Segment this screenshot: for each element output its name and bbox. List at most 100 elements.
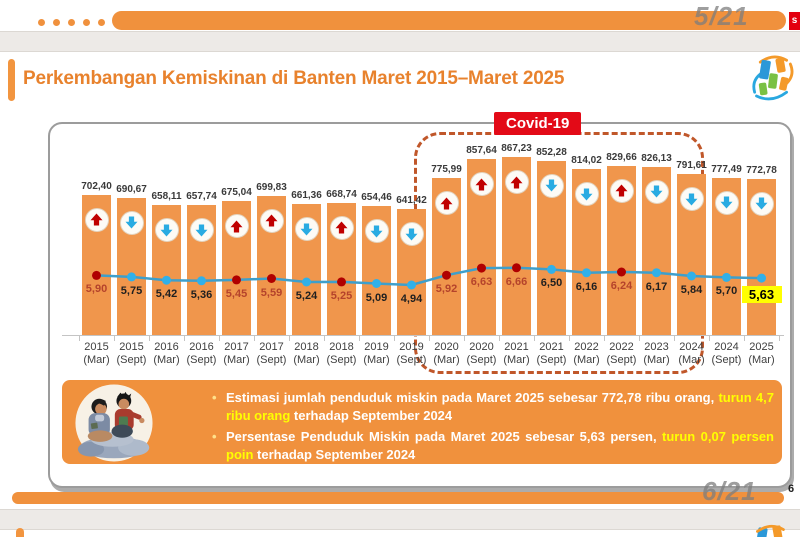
axis-tick	[113, 335, 115, 341]
percentage-label: 5,09	[365, 291, 388, 304]
arrow-down-icon	[714, 190, 739, 215]
dot-icon	[68, 19, 75, 26]
percentage-label: 5,92	[435, 283, 458, 296]
x-axis-label-2018-mar: 2018 (Mar)	[293, 341, 320, 366]
axis-tick	[603, 335, 605, 341]
percentage-label: 6,50	[540, 277, 563, 290]
bps-logo-icon	[752, 55, 794, 101]
bar-value-label: 641,42	[396, 195, 427, 206]
bar-value-label: 699,83	[256, 181, 287, 193]
bar-value-label: 657,74	[186, 191, 217, 203]
bar-value-label: 791,61	[676, 160, 707, 172]
bar-value-label: 675,04	[221, 187, 252, 199]
axis-tick	[638, 335, 640, 341]
arrow-up-icon	[469, 172, 494, 197]
axis-tick	[148, 335, 150, 341]
axis-tick	[463, 335, 465, 341]
axis-tick	[673, 335, 675, 341]
x-axis-label-2022-mar: 2022 (Mar)	[573, 341, 600, 366]
percentage-label: 5,90	[85, 283, 108, 296]
percentage-label: 6,66	[505, 275, 528, 288]
arrow-down-icon	[189, 218, 214, 243]
arrow-up-icon	[259, 208, 284, 233]
bar-value-label: 857,64	[466, 145, 497, 157]
dot-icon	[83, 19, 90, 26]
page-number-current: 6/21	[702, 476, 757, 506]
poverty-chart: 702,40 2015 (Mar) 690,67 2015 (Sept) 658,11 201…	[50, 124, 794, 490]
arrow-up-icon	[84, 207, 109, 232]
arrow-down-icon	[679, 187, 704, 212]
x-axis-label-2018-sept: 2018 (Sept)	[326, 341, 357, 366]
bar-value-label: 668,74	[326, 188, 357, 200]
axis-tick	[708, 335, 710, 341]
slide-dots	[38, 19, 105, 26]
axis-tick	[183, 335, 185, 341]
bar-value-label: 772,78	[746, 164, 777, 176]
x-axis-label-2017-mar: 2017 (Mar)	[223, 341, 250, 366]
x-axis-label-2024-sept: 2024 (Sept)	[711, 341, 742, 366]
percentage-label: 5,59	[260, 286, 283, 299]
bar-value-label: 658,11	[151, 191, 182, 203]
arrow-down-icon	[644, 179, 669, 204]
bps-logo-partial-icon	[756, 524, 785, 537]
bar-value-label: 867,23	[501, 143, 532, 155]
footer-bar-current-slide	[12, 492, 784, 504]
axis-tick	[428, 335, 430, 341]
percentage-label: 6,24	[610, 280, 633, 292]
arrow-up-icon	[434, 191, 459, 216]
dot-icon	[98, 19, 105, 26]
x-axis-label-2023-mar: 2023 (Mar)	[643, 341, 670, 366]
next-slide-title-accent	[16, 528, 24, 537]
x-axis-label-2022-sept: 2022 (Sept)	[606, 341, 637, 366]
axis-tick	[393, 335, 395, 341]
arrow-up-icon	[329, 215, 354, 240]
edge-page-label: 6	[788, 483, 795, 495]
axis-tick	[358, 335, 360, 341]
arrow-down-icon	[574, 182, 599, 207]
arrow-down-icon	[294, 217, 319, 242]
x-axis-label-2024-mar: 2024 (Mar)	[678, 341, 705, 366]
x-axis-label-2015-sept: 2015 (Sept)	[116, 341, 147, 366]
arrow-up-icon	[224, 214, 249, 239]
axis-tick	[288, 335, 290, 341]
x-axis-line	[62, 335, 784, 336]
page-title: Perkembangan Kemiskinan di Banten Maret …	[23, 68, 565, 89]
x-axis-label-2015-mar: 2015 (Mar)	[83, 341, 110, 366]
axis-tick	[498, 335, 500, 341]
chart-card: Covid-19 702,40 2015 (Mar) 690,67 2015 (Sept)…	[48, 112, 794, 490]
percentage-label-highlighted: 5,63	[741, 286, 782, 304]
footer-bar-previous-slide	[112, 11, 786, 30]
bar-value-label: 852,28	[536, 146, 567, 158]
arrow-up-icon	[609, 178, 634, 203]
bar-value-label: 829,66	[606, 151, 637, 163]
arrow-down-icon	[399, 222, 424, 246]
bar-value-label: 775,99	[431, 164, 462, 176]
axis-tick	[218, 335, 220, 341]
arrow-down-icon	[154, 218, 179, 243]
bar-value-label: 661,36	[291, 190, 322, 202]
bar-value-label: 690,67	[116, 183, 147, 195]
slide-separator-top	[0, 31, 800, 52]
axis-tick	[743, 335, 745, 341]
slide-separator-bottom	[0, 509, 800, 530]
x-axis-label-2019-sept: 2019 (Sept)	[396, 341, 427, 366]
percentage-label: 5,70	[715, 285, 738, 298]
dot-icon	[38, 19, 45, 26]
arrow-up-icon	[504, 170, 529, 195]
bar-value-label: 777,49	[711, 163, 742, 175]
x-axis-label-2016-mar: 2016 (Mar)	[153, 341, 180, 366]
arrow-down-icon	[539, 173, 564, 198]
edge-red-badge: s	[789, 12, 800, 30]
axis-tick	[568, 335, 570, 341]
bar-value-label: 654,46	[361, 192, 392, 203]
percentage-label: 5,25	[330, 289, 353, 302]
x-axis-label-2016-sept: 2016 (Sept)	[186, 341, 217, 366]
axis-tick	[323, 335, 325, 341]
bar-value-label: 814,02	[571, 155, 602, 167]
x-axis-label-2020-mar: 2020 (Mar)	[433, 341, 460, 366]
percentage-label: 5,24	[295, 290, 318, 302]
x-axis-label-2019-mar: 2019 (Mar)	[363, 341, 390, 366]
percentage-label: 4,94	[400, 293, 423, 305]
percentage-label: 5,84	[680, 284, 703, 296]
bar-value-label: 702,40	[81, 180, 112, 192]
